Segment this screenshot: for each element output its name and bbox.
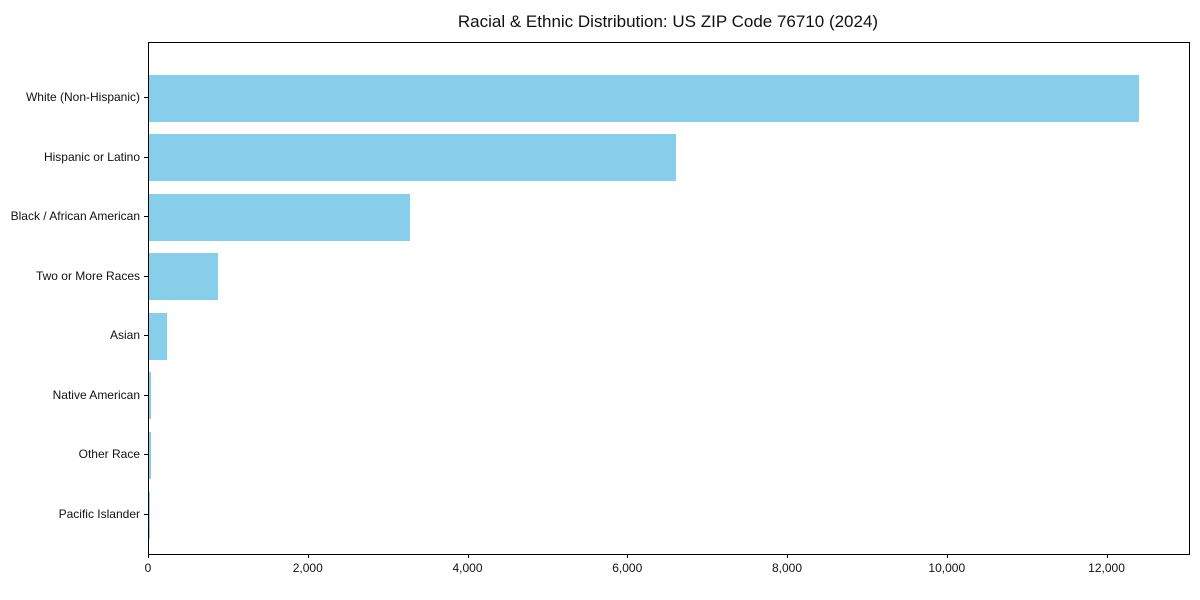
x-tick-mark [627, 554, 629, 558]
chart-title: Racial & Ethnic Distribution: US ZIP Cod… [457, 12, 879, 31]
y-tick-mark [144, 216, 148, 218]
category-label-white-non-hispanic: White (Non-Hispanic) [25, 90, 140, 104]
x-tick-mark [787, 554, 789, 558]
x-tick-label-4000: 4,000 [452, 561, 483, 575]
bar-black-african-american [149, 193, 411, 241]
x-tick-mark [148, 554, 149, 558]
y-tick-mark [144, 514, 148, 515]
x-tick-label-0: 0 [144, 561, 152, 575]
x-tick-label-12000: 12,000 [1088, 561, 1125, 575]
x-tick-label-8000: 8,000 [772, 561, 803, 575]
x-tick-mark [467, 554, 469, 558]
category-label-other-race: Other Race [78, 447, 140, 462]
bar-two-or-more-races [149, 253, 219, 301]
bar-other-race [149, 431, 151, 479]
y-tick-mark [144, 454, 148, 456]
x-tick-label-2000: 2,000 [292, 561, 323, 575]
category-label-hispanic-or-latino: Hispanic or Latino [43, 149, 140, 164]
category-label-two-or-more-races: Two or More Races [35, 268, 140, 283]
bar-asian [149, 312, 167, 360]
y-tick-mark [144, 394, 148, 396]
y-tick-mark [144, 335, 148, 337]
x-tick-mark [307, 554, 309, 558]
category-label-asian: Asian [109, 328, 140, 343]
category-label-native-american: Native American [52, 387, 140, 402]
plot-area [148, 42, 1190, 555]
x-tick-mark [946, 554, 948, 558]
bar-pacific-islander [149, 491, 150, 539]
category-label-black-african-american: Black / African American [10, 209, 140, 224]
bar-hispanic-or-latino [149, 134, 677, 182]
bar-native-american [149, 372, 152, 420]
x-tick-label-10000: 10,000 [928, 561, 966, 575]
x-tick-label-6000: 6,000 [612, 561, 643, 575]
y-tick-mark [144, 275, 148, 277]
x-tick-mark [1106, 554, 1108, 558]
bar-white-non-hispanic [149, 74, 1139, 122]
category-label-pacific-islander: Pacific Islander [58, 507, 140, 521]
y-tick-mark [144, 97, 148, 98]
y-tick-mark [144, 156, 148, 158]
